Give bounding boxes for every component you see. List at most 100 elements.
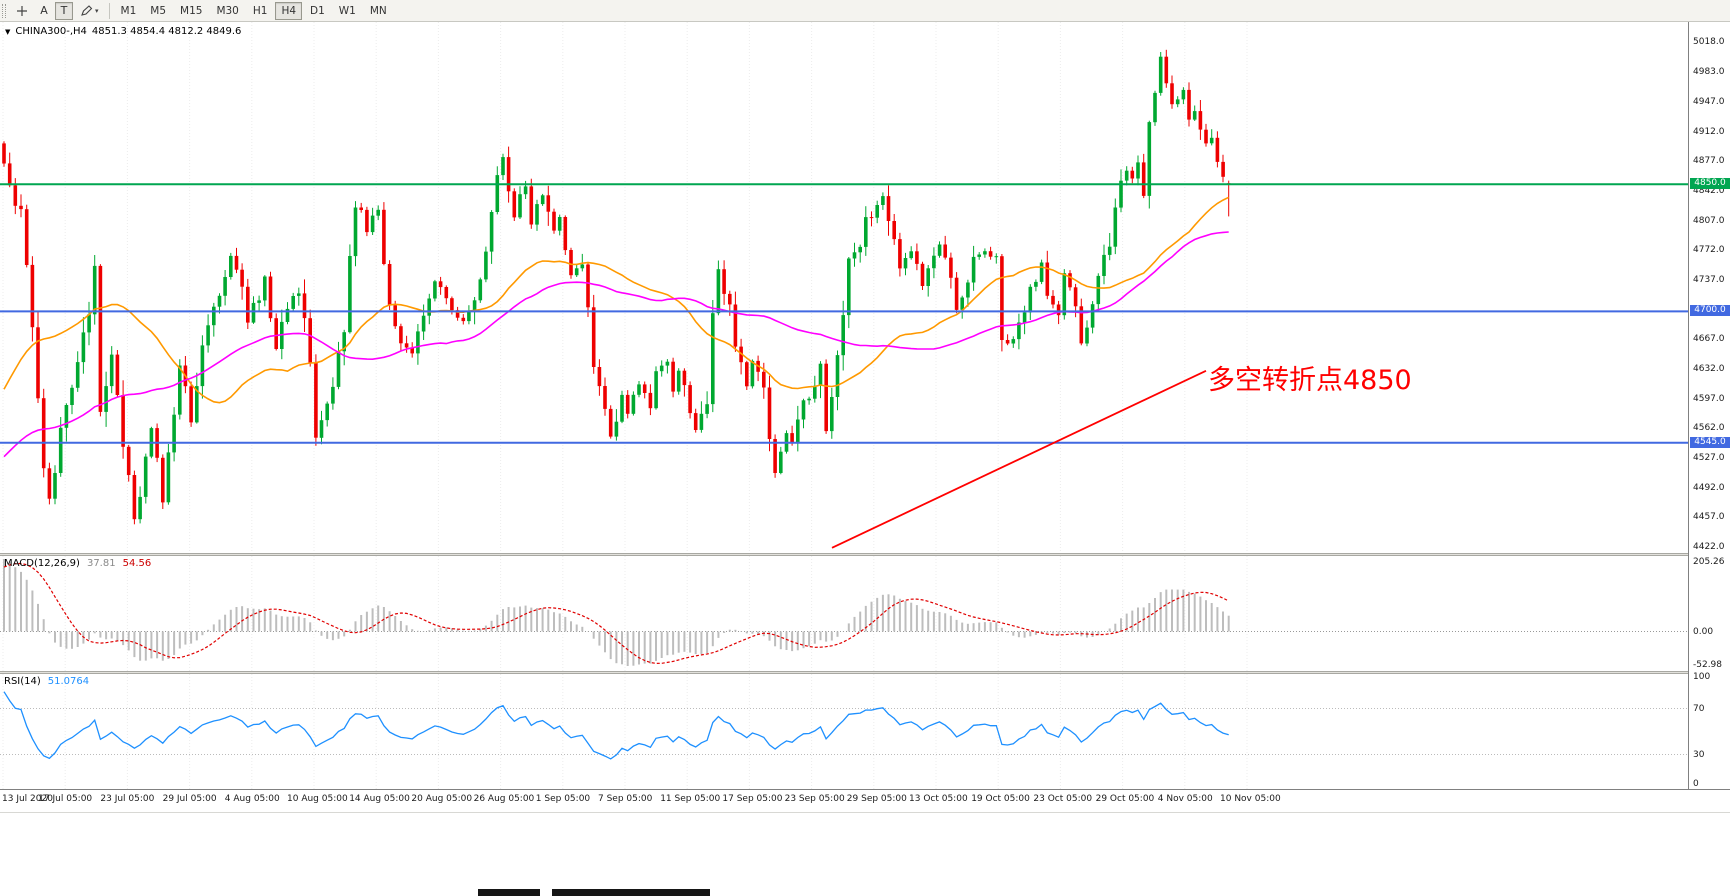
axis-tick-label: 4912.0 — [1693, 126, 1725, 137]
axis-tick-label: -52.98 — [1693, 660, 1723, 670]
axis-tick-label: 0 — [1693, 779, 1699, 789]
axis-tick-label: 4597.0 — [1693, 393, 1725, 404]
axis-tick-label: 4527.0 — [1693, 453, 1725, 464]
axis-tick-label: 4807.0 — [1693, 215, 1725, 226]
axis-tick-label: 4947.0 — [1693, 97, 1725, 108]
macd-signal-line — [3, 562, 1229, 665]
timeframe-button-m15[interactable]: M15 — [180, 4, 203, 17]
hline-price-label: 4545.0 — [1690, 436, 1730, 448]
time-tick-label: 14 Aug 05:00 — [349, 794, 410, 804]
time-tick-label: 17 Sep 05:00 — [722, 794, 783, 804]
time-tick-label: 17 Jul 05:00 — [38, 794, 93, 804]
timeframe-button-mn[interactable]: MN — [369, 4, 387, 17]
pencil-icon — [81, 4, 93, 16]
rsi-label: RSI(14) — [4, 676, 41, 687]
symbol-period-label: CHINA300-,H4 — [15, 26, 87, 37]
axis-tick-label: 0.00 — [1693, 626, 1714, 637]
timeframe-button-m1[interactable]: M1 — [120, 4, 137, 17]
axis-tick-label: 100 — [1693, 672, 1711, 682]
time-tick-label: 23 Oct 05:00 — [1033, 794, 1093, 804]
candlesticks — [2, 49, 1231, 525]
main-chart-svg — [0, 22, 1688, 553]
ohlc-readout: 4851.3 4854.4 4812.2 4849.6 — [91, 26, 242, 37]
hline-price-label: 4700.0 — [1690, 305, 1730, 317]
main-chart-panel[interactable] — [0, 22, 1688, 553]
rsi-header: RSI(14) 51.0764 — [4, 676, 89, 687]
axis-tick-label: 4667.0 — [1693, 334, 1725, 345]
crosshair-icon — [17, 5, 27, 16]
bottom-strip — [0, 813, 1730, 896]
text-tool-button[interactable]: T — [55, 1, 73, 20]
axis-tick-label: 4422.0 — [1693, 542, 1725, 552]
time-tick-label: 13 Oct 05:00 — [909, 794, 968, 804]
timeframe-button-m5[interactable]: M5 — [150, 4, 167, 17]
toolbar-separator — [108, 2, 110, 19]
axis-tick-label: 4877.0 — [1693, 156, 1725, 167]
timeframe-button-w1[interactable]: W1 — [338, 4, 356, 17]
text-label-button[interactable]: A — [40, 4, 48, 17]
vertical-grid — [2, 556, 1248, 671]
bottom-separator-line — [0, 812, 1730, 813]
axis-tick-label: 4457.0 — [1693, 512, 1725, 523]
crosshair-button[interactable] — [11, 2, 33, 20]
draw-tools-button[interactable]: ▾ — [75, 2, 104, 20]
axis-separator-line — [0, 789, 1730, 790]
time-tick-label: 10 Nov 05:00 — [1220, 794, 1281, 804]
axis-tick-label: 4842.0 — [1693, 186, 1725, 197]
macd-header: MACD(12,26,9) 37.81 54.56 — [4, 558, 151, 569]
vertical-grid — [2, 22, 1248, 553]
axis-tick-label: 5018.0 — [1693, 37, 1725, 47]
time-tick-label: 4 Aug 05:00 — [224, 794, 280, 804]
timeframe-button-d1[interactable]: D1 — [310, 4, 325, 17]
timeframe-group: M1 M5 M15 M30 H1 H4 D1 W1 MN — [114, 0, 394, 21]
annotation-text: 多空转折点4850 — [1208, 365, 1412, 396]
axis-tick-label: 4983.0 — [1693, 66, 1725, 77]
timeframe-button-m30[interactable]: M30 — [216, 4, 239, 17]
macd-histogram — [3, 559, 1230, 666]
time-tick-label: 13 Jul 2020 — [2, 794, 53, 804]
macd-signal-value: 54.56 — [122, 558, 152, 569]
time-tick-label: 23 Sep 05:00 — [784, 794, 845, 804]
axis-tick-label: 4562.0 — [1693, 423, 1725, 434]
macd-label: MACD(12,26,9) — [4, 558, 80, 569]
dropdown-caret-icon: ▾ — [95, 6, 99, 15]
taskbar-fragment — [478, 889, 540, 896]
toolbar-grip[interactable] — [2, 3, 6, 18]
time-tick-label: 19 Oct 05:00 — [971, 794, 1030, 804]
time-tick-label: 29 Sep 05:00 — [846, 794, 907, 804]
toolbar-left-group: A T ▾ — [10, 0, 105, 21]
hline-price-label: 4850.0 — [1690, 178, 1730, 190]
ma-slow-line — [3, 231, 1229, 458]
time-tick-label: 23 Jul 05:00 — [100, 794, 155, 804]
time-tick-label: 29 Jul 05:00 — [162, 794, 217, 804]
rsi-panel[interactable] — [0, 674, 1688, 789]
panel-splitter[interactable] — [0, 671, 1730, 674]
timeframe-button-h4[interactable]: H4 — [275, 1, 303, 20]
macd-panel[interactable] — [0, 556, 1688, 671]
macd-main-value: 37.81 — [86, 558, 116, 569]
time-tick-label: 1 Sep 05:00 — [535, 794, 591, 804]
symbol-dropdown-icon[interactable]: ▼ — [5, 27, 11, 36]
rsi-value: 51.0764 — [47, 676, 90, 687]
axis-tick-label: 30 — [1693, 749, 1705, 760]
time-axis[interactable]: 13 Jul 2020 17 Jul 05:00 23 Jul 05:00 29 Ju… — [0, 790, 1730, 812]
chart-header: ▼ CHINA300-,H4 4851.3 4854.4 4812.2 4849… — [5, 26, 241, 37]
rsi-line — [3, 691, 1229, 760]
toolbar: A T ▾ M1 M5 M15 M30 H1 H4 D1 W1 MN — [0, 0, 1730, 22]
axis-tick-label: 4772.0 — [1693, 245, 1725, 256]
panel-splitter[interactable] — [0, 553, 1730, 556]
axis-tick-label: 4737.0 — [1693, 275, 1725, 286]
axis-tick-label: 4492.0 — [1693, 482, 1725, 493]
taskbar-fragment — [552, 889, 710, 896]
rsi-svg — [0, 674, 1688, 789]
time-tick-label: 4 Nov 05:00 — [1157, 794, 1213, 804]
timeframe-button-h1[interactable]: H1 — [252, 4, 268, 17]
time-tick-label: 10 Aug 05:00 — [287, 794, 348, 804]
price-axis[interactable]: 5018.0 4983.0 4947.0 4912.0 4877.0 4842.0 4807… — [1688, 22, 1730, 789]
trendline[interactable] — [831, 369, 1207, 549]
axis-tick-label: 205.26 — [1693, 557, 1725, 567]
axis-tick-label: 70 — [1693, 703, 1705, 714]
time-tick-label: 7 Sep 05:00 — [598, 794, 653, 804]
time-tick-label: 20 Aug 05:00 — [411, 794, 473, 804]
